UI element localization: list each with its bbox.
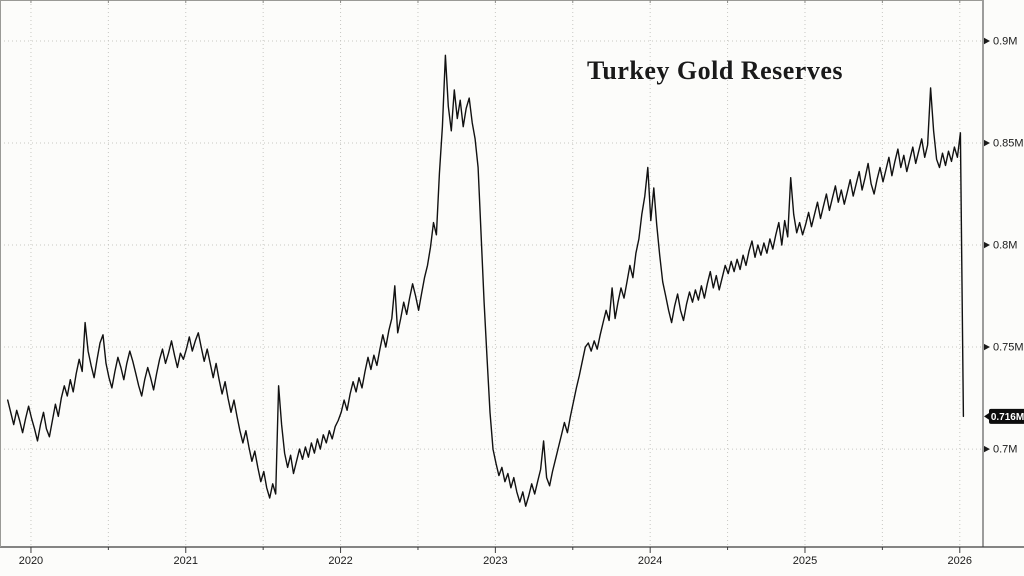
y-axis-tick-marker xyxy=(984,241,990,249)
y-axis-label: 0.85M xyxy=(993,138,1024,150)
y-axis-tick-marker xyxy=(984,343,990,351)
x-axis-label: 2020 xyxy=(19,555,43,567)
last-value-badge xyxy=(989,408,1024,424)
x-axis-label: 2023 xyxy=(483,555,507,567)
last-value-pointer xyxy=(984,412,990,421)
y-axis-label: 0.9M xyxy=(993,36,1017,48)
x-axis-label: 2024 xyxy=(638,555,662,567)
y-axis-tick-marker xyxy=(984,37,990,45)
x-axis-label: 2021 xyxy=(174,555,198,567)
y-axis-tick-marker xyxy=(984,445,990,453)
y-axis-label: 0.7M xyxy=(993,444,1017,456)
series-line xyxy=(6,54,965,507)
x-axis-label: 2025 xyxy=(793,555,817,567)
y-axis-label: 0.75M xyxy=(993,342,1024,354)
x-axis-label: 2022 xyxy=(328,555,352,567)
y-axis-label: 0.8M xyxy=(993,240,1017,252)
x-axis-label: 2026 xyxy=(948,555,972,567)
y-axis-tick-marker xyxy=(984,139,990,147)
last-value-label: 0.716M xyxy=(991,412,1024,423)
